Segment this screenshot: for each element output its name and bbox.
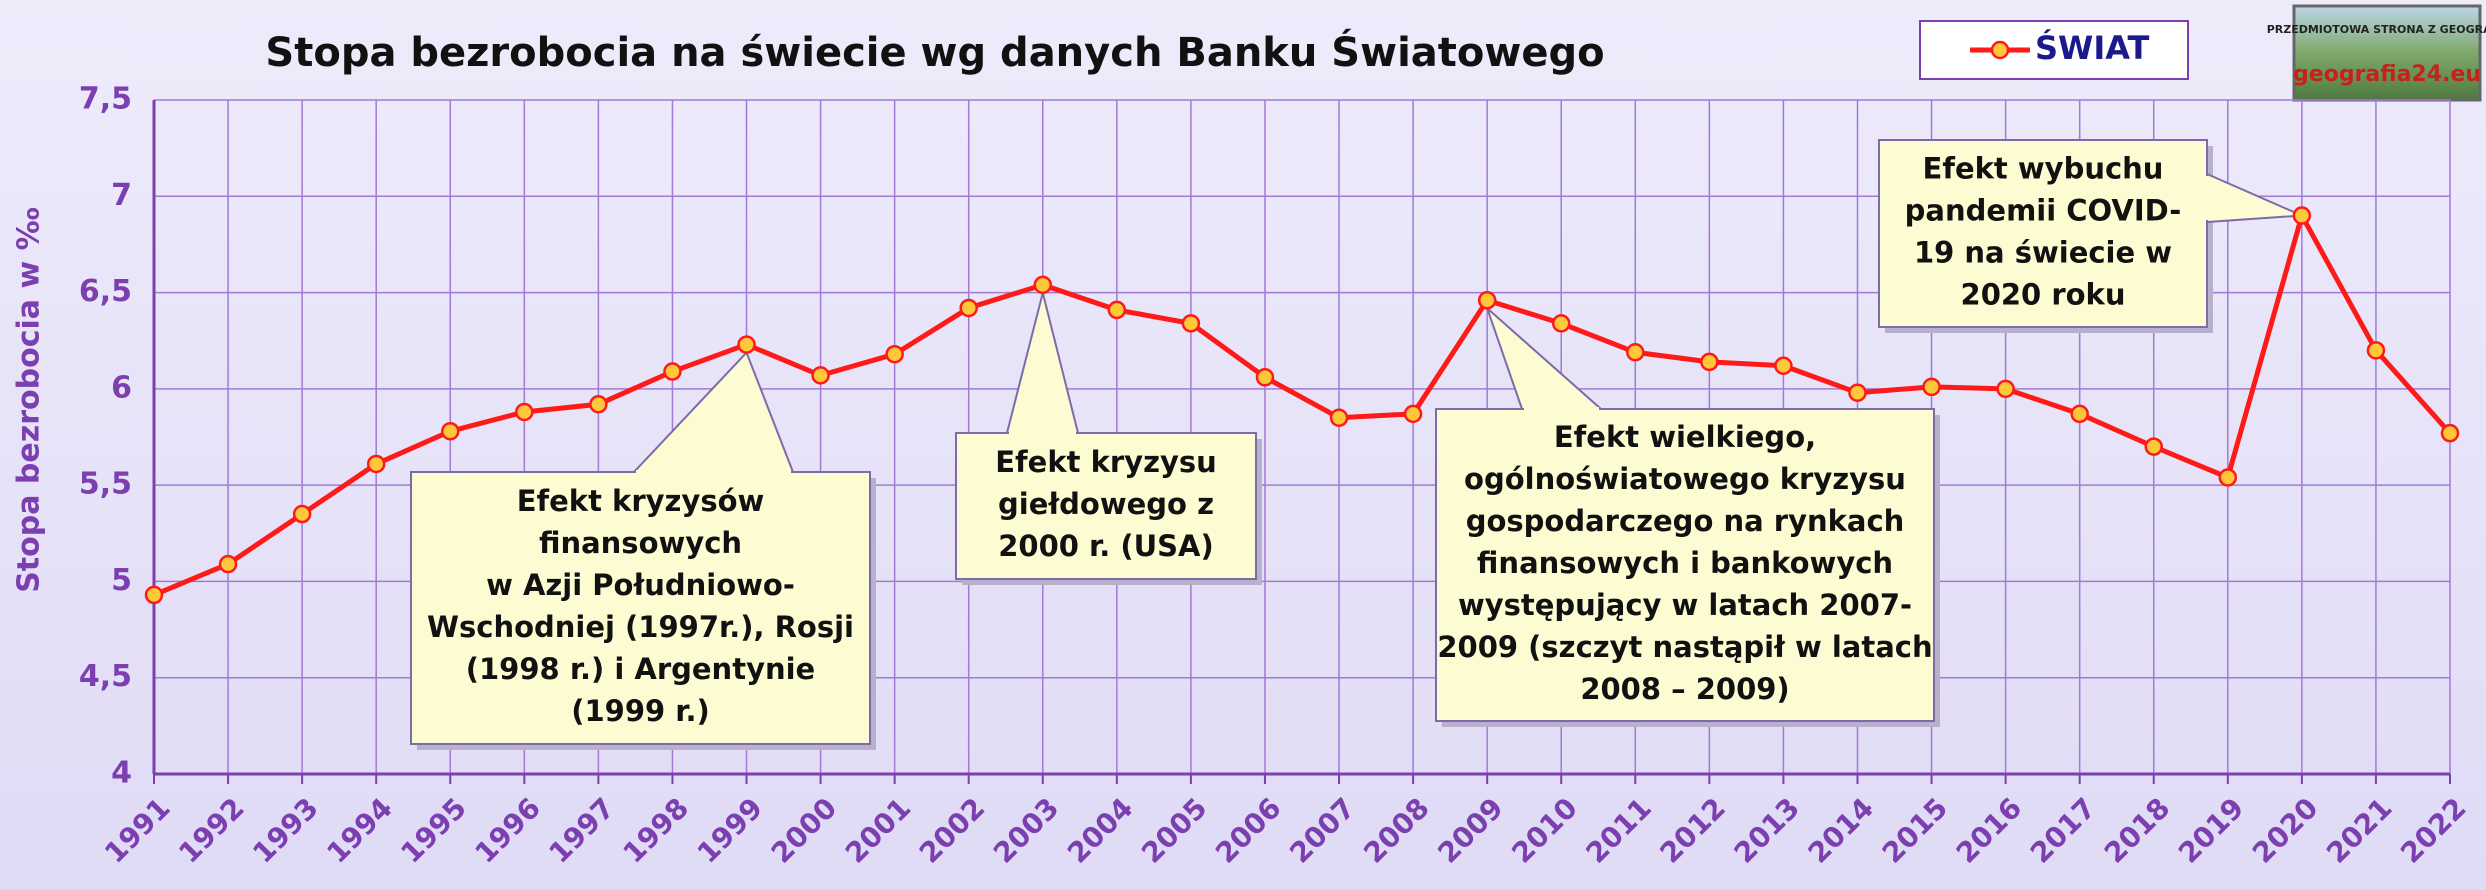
- data-point: [220, 556, 236, 572]
- data-point: [2072, 406, 2088, 422]
- annotation-text: 19 na świecie w: [1914, 236, 2172, 270]
- annotation-text: 2009 (szczyt nastąpił w latach: [1437, 630, 1932, 664]
- y-tick-label: 7: [111, 178, 132, 213]
- annotation-text: pandemii COVID-: [1905, 194, 2182, 228]
- data-point: [1479, 292, 1495, 308]
- annotation-text: gospodarczego na rynkach: [1466, 504, 1905, 538]
- annotation-text: (1998 r.) i Argentynie: [466, 652, 815, 686]
- annotation-text: Wschodniej (1997r.), Rosji: [427, 610, 854, 644]
- annotation-text: Efekt wielkiego,: [1554, 420, 1816, 454]
- data-point: [294, 506, 310, 522]
- annotation-text: ogólnoświatowego kryzysu: [1464, 462, 1906, 496]
- data-point: [442, 423, 458, 439]
- annotation-text: giełdowego z: [998, 487, 1214, 521]
- annotation-text: 2020 roku: [1961, 278, 2126, 312]
- data-point: [146, 587, 162, 603]
- y-tick-label: 7,5: [79, 82, 132, 117]
- data-point: [1331, 410, 1347, 426]
- annotation-text: (1999 r.): [571, 694, 710, 728]
- data-point: [664, 364, 680, 380]
- data-point: [1553, 315, 1569, 331]
- annotation-text: Efekt wybuchu: [1923, 152, 2164, 186]
- legend-label: ŚWIAT: [2035, 28, 2150, 67]
- data-point: [1183, 315, 1199, 331]
- y-tick-label: 6: [111, 370, 132, 405]
- data-point: [1849, 385, 1865, 401]
- data-point: [1701, 354, 1717, 370]
- data-point: [516, 404, 532, 420]
- data-point: [2368, 342, 2384, 358]
- data-point: [1257, 369, 1273, 385]
- annotation-text: występujący w latach 2007-: [1458, 588, 1912, 622]
- annotation-text: Efekt kryzysów: [517, 484, 765, 518]
- data-point: [590, 396, 606, 412]
- data-point: [368, 456, 384, 472]
- data-point: [2146, 439, 2162, 455]
- data-point: [1035, 277, 1051, 293]
- data-point: [739, 337, 755, 353]
- data-point: [1998, 381, 2014, 397]
- data-point: [1405, 406, 1421, 422]
- annotation-text: 2000 r. (USA): [998, 529, 1213, 563]
- data-point: [2294, 208, 2310, 224]
- legend-marker: [1992, 42, 2008, 58]
- y-tick-label: 6,5: [79, 274, 132, 309]
- data-point: [1627, 344, 1643, 360]
- data-point: [2442, 425, 2458, 441]
- y-tick-label: 4,5: [79, 659, 132, 694]
- annotation-text: w Azji Południowo-: [486, 568, 795, 602]
- chart: Stopa bezrobocia na świecie wg danych Ba…: [0, 0, 2486, 890]
- logo: PRZEDMIOTOWA STRONA Z GEOGRAFII geografi…: [2267, 6, 2486, 100]
- data-point: [2220, 469, 2236, 485]
- logo-name: geografia24.eu: [2293, 62, 2481, 87]
- chart-title: Stopa bezrobocia na świecie wg danych Ba…: [265, 28, 1604, 76]
- annotation-text: 2008 – 2009): [1580, 672, 1789, 706]
- data-point: [961, 300, 977, 316]
- annotation-text: finansowych: [539, 526, 742, 560]
- y-tick-label: 4: [111, 756, 132, 791]
- data-point: [887, 346, 903, 362]
- data-point: [1924, 379, 1940, 395]
- legend: ŚWIAT: [1920, 21, 2188, 79]
- annotation-text: Efekt kryzysu: [995, 445, 1217, 479]
- data-point: [1109, 302, 1125, 318]
- annotation-text: finansowych i bankowych: [1477, 546, 1893, 580]
- logo-top-text: PRZEDMIOTOWA STRONA Z GEOGRAFII: [2267, 23, 2486, 36]
- y-tick-label: 5: [111, 563, 132, 598]
- y-tick-label: 5,5: [79, 467, 132, 502]
- data-point: [1775, 358, 1791, 374]
- y-axis-label: Stopa bezrobocia w ‰: [12, 207, 47, 593]
- data-point: [813, 367, 829, 383]
